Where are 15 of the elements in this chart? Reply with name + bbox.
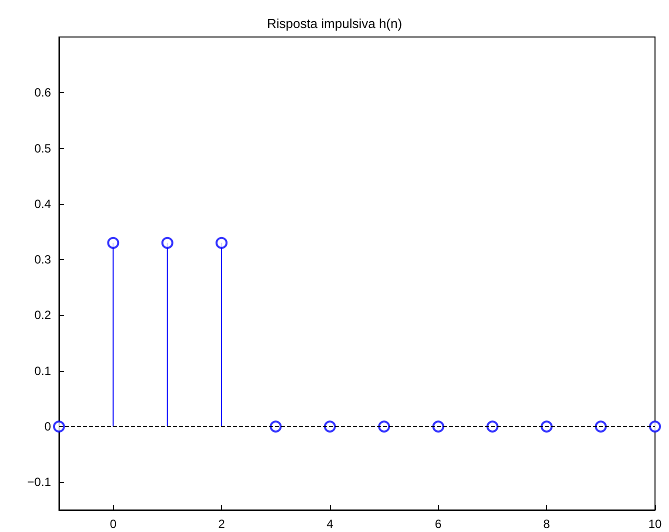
x-tick-label: 8 — [543, 517, 550, 531]
chart-title: Risposta impulsiva h(n) — [266, 16, 402, 31]
x-tick-label: 4 — [326, 517, 334, 531]
y-tick-label: 0.4 — [34, 196, 52, 211]
x-tick-label: 2 — [218, 517, 226, 531]
x-tick-label: 6 — [434, 517, 442, 531]
y-tick-label: 0.5 — [34, 141, 52, 156]
y-tick-label: 0.3 — [34, 252, 52, 267]
y-tick-label: 0.1 — [34, 364, 52, 378]
y-tick-label: 0.6 — [34, 86, 52, 100]
y-tick-label: 0 — [44, 420, 52, 434]
x-tick-label: 0 — [110, 517, 117, 531]
y-tick-label: −0.1 — [27, 475, 52, 490]
x-tick-label: 10 — [648, 517, 662, 531]
y-tick-label: 0.2 — [34, 308, 52, 322]
